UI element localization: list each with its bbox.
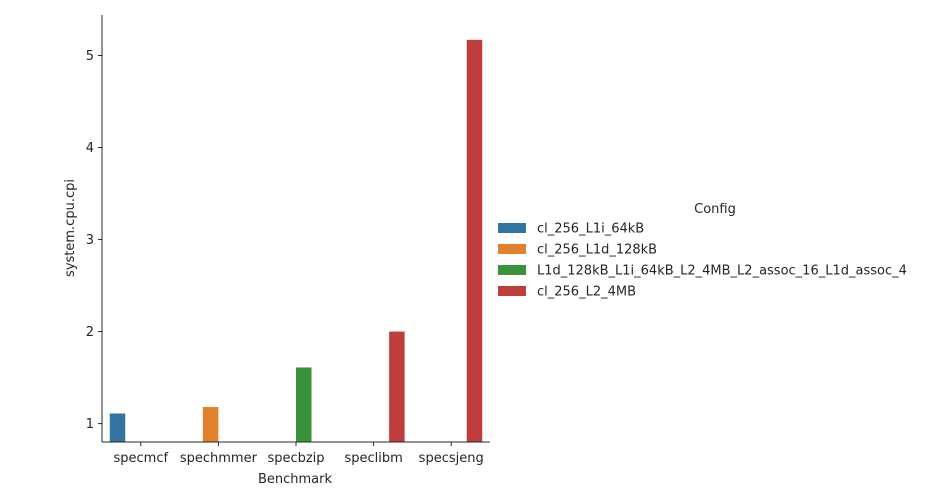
legend-title: Config: [694, 202, 736, 217]
x-tick-label: spechmmer: [180, 451, 258, 466]
x-tick-label: specbzip: [267, 451, 324, 466]
x-tick-label: speclibm: [344, 451, 402, 466]
bar-specsjeng-3: [466, 39, 483, 442]
y-axis-label: system.cpu.cpi: [63, 179, 78, 277]
y-tick-label: 2: [86, 325, 94, 340]
y-tick-label: 1: [86, 417, 94, 432]
bars-group: [109, 39, 483, 442]
x-tick-label: specsjeng: [419, 451, 484, 466]
bar-specmcf-0: [109, 413, 126, 442]
legend-label-3: cl_256_L2_4MB: [537, 285, 636, 300]
y-tick-label: 4: [86, 141, 94, 156]
legend-items: cl_256_L1i_64kB cl_256_L1d_128kB L1d_128kB…: [498, 222, 907, 300]
legend-swatch-1: [498, 244, 526, 254]
legend: Config cl_256_L1i_64kB cl_256_L1d_128kB L1…: [498, 202, 907, 300]
bar-spechmmer-1: [202, 407, 219, 442]
y-tick-label: 5: [86, 49, 94, 64]
legend-label-1: cl_256_L1d_128kB: [537, 243, 657, 258]
legend-swatch-3: [498, 286, 526, 296]
x-tick-label: specmcf: [114, 451, 169, 466]
legend-swatch-2: [498, 265, 526, 275]
axes-group: 1 2 3 4 5 specmcf spechmmer specbzip speclibm spe…: [86, 15, 490, 466]
bar-specbzip-2: [296, 367, 312, 442]
bar-speclibm-3: [389, 331, 405, 442]
legend-label-2: L1d_128kB_L1i_64kB_L2_4MB_L2_assoc_16_L1…: [537, 264, 907, 279]
y-tick-label: 3: [86, 233, 94, 248]
legend-label-0: cl_256_L1i_64kB: [537, 222, 644, 237]
legend-swatch-0: [498, 223, 526, 233]
x-axis-label: Benchmark: [258, 472, 333, 487]
